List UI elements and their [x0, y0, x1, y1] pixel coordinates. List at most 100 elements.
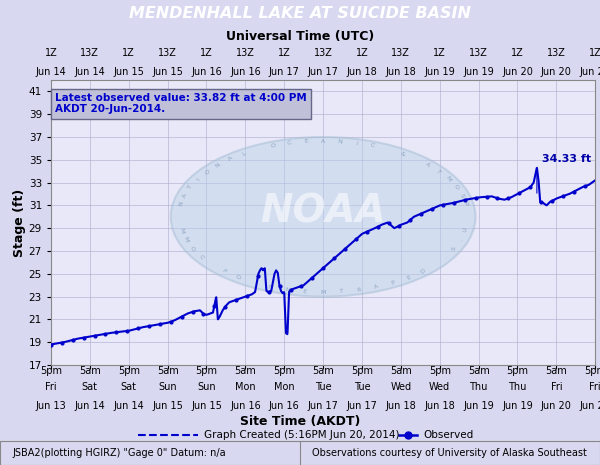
Text: C: C — [370, 143, 376, 149]
Text: 5am: 5am — [79, 366, 101, 377]
Text: Jun 18: Jun 18 — [385, 401, 416, 411]
Text: Universal Time (UTC): Universal Time (UTC) — [226, 30, 374, 43]
Text: T: T — [188, 184, 194, 190]
Text: O: O — [204, 168, 211, 175]
Text: Jun 17: Jun 17 — [308, 67, 338, 77]
Text: Jun 17: Jun 17 — [347, 401, 377, 411]
Text: A: A — [321, 139, 325, 144]
Text: T: T — [267, 284, 272, 290]
Text: L: L — [241, 151, 247, 157]
Text: 5am: 5am — [468, 366, 490, 377]
Text: M: M — [445, 175, 452, 183]
Text: A: A — [227, 156, 233, 162]
Text: Jun 13: Jun 13 — [35, 401, 67, 411]
Text: 5pm: 5pm — [584, 366, 600, 377]
Text: Jun 20: Jun 20 — [541, 401, 572, 411]
Text: Jun 20: Jun 20 — [502, 67, 533, 77]
Text: S: S — [458, 193, 464, 198]
Text: 5pm: 5pm — [273, 366, 295, 377]
Text: 13Z: 13Z — [236, 48, 255, 58]
Text: Jun 16: Jun 16 — [191, 67, 222, 77]
Y-axis label: Stage (ft): Stage (ft) — [13, 188, 26, 257]
Text: 13Z: 13Z — [391, 48, 410, 58]
Text: M: M — [182, 236, 188, 243]
Text: Observed: Observed — [423, 430, 473, 439]
Text: Jun 16: Jun 16 — [269, 401, 299, 411]
Text: 1Z: 1Z — [356, 48, 368, 58]
Text: 1Z: 1Z — [589, 48, 600, 58]
Text: E: E — [304, 139, 308, 145]
Text: M: M — [320, 290, 326, 295]
Text: 5pm: 5pm — [196, 366, 217, 377]
Text: Jun 15: Jun 15 — [152, 67, 183, 77]
Text: 5pm: 5pm — [40, 366, 62, 377]
Text: 5pm: 5pm — [351, 366, 373, 377]
Text: Tue: Tue — [315, 383, 331, 392]
Circle shape — [171, 137, 475, 297]
Text: A: A — [182, 193, 188, 198]
Text: 13Z: 13Z — [547, 48, 566, 58]
Text: C: C — [197, 253, 204, 260]
Text: 13Z: 13Z — [314, 48, 332, 58]
Text: N: N — [337, 139, 343, 145]
Text: JSBA2(plotting HGIRZ) "Gage 0" Datum: n/a: JSBA2(plotting HGIRZ) "Gage 0" Datum: n/… — [12, 448, 226, 458]
Text: Jun 15: Jun 15 — [191, 401, 222, 411]
Text: NOAA: NOAA — [260, 192, 386, 230]
Text: Jun 20: Jun 20 — [541, 67, 572, 77]
Text: Jun 18: Jun 18 — [347, 67, 377, 77]
Text: Fri: Fri — [45, 383, 57, 392]
Text: .: . — [443, 254, 448, 259]
Text: Jun 19: Jun 19 — [463, 401, 494, 411]
Text: Mon: Mon — [235, 383, 256, 392]
Text: .: . — [458, 238, 463, 241]
Text: Jun 14: Jun 14 — [35, 67, 67, 77]
Text: U: U — [462, 227, 468, 232]
Text: O: O — [452, 184, 459, 190]
Text: 1Z: 1Z — [200, 48, 213, 58]
Text: O: O — [188, 245, 195, 252]
Text: N: N — [178, 201, 184, 206]
Text: Sat: Sat — [121, 383, 137, 392]
Text: Fri: Fri — [589, 383, 600, 392]
Text: Fri: Fri — [551, 383, 562, 392]
Text: Jun 21: Jun 21 — [580, 67, 600, 77]
Text: Thu: Thu — [508, 383, 527, 392]
Text: O: O — [234, 274, 241, 281]
Text: F: F — [221, 268, 227, 274]
Text: T: T — [436, 169, 442, 175]
Text: 1Z: 1Z — [44, 48, 58, 58]
Text: 5am: 5am — [545, 366, 567, 377]
Text: Thu: Thu — [469, 383, 488, 392]
Text: C: C — [287, 140, 293, 146]
Text: 13Z: 13Z — [158, 48, 177, 58]
Text: Jun 14: Jun 14 — [74, 67, 105, 77]
Text: Mon: Mon — [274, 383, 295, 392]
Text: Sun: Sun — [158, 383, 177, 392]
Text: 1Z: 1Z — [122, 48, 135, 58]
Text: MENDENHALL LAKE AT SUICIDE BASIN: MENDENHALL LAKE AT SUICIDE BASIN — [129, 6, 471, 21]
Text: D: D — [419, 268, 426, 275]
Text: N: N — [215, 161, 221, 168]
Text: 5pm: 5pm — [506, 366, 529, 377]
Text: A: A — [425, 162, 431, 168]
Text: Jun 16: Jun 16 — [230, 401, 261, 411]
Text: 1Z: 1Z — [278, 48, 290, 58]
Text: Wed: Wed — [390, 383, 412, 392]
Text: 5am: 5am — [157, 366, 178, 377]
Text: 1Z: 1Z — [433, 48, 446, 58]
Text: O: O — [271, 143, 277, 149]
Text: 5pm: 5pm — [429, 366, 451, 377]
Text: I: I — [196, 177, 201, 181]
Text: Tue: Tue — [353, 383, 370, 392]
Text: 5am: 5am — [235, 366, 256, 377]
Text: 13Z: 13Z — [80, 48, 100, 58]
Text: Latest observed value: 33.82 ft at 4:00 PM
AKDT 20-Jun-2014.: Latest observed value: 33.82 ft at 4:00 … — [55, 93, 307, 114]
Text: 13Z: 13Z — [469, 48, 488, 58]
Text: Site Time (AKDT): Site Time (AKDT) — [240, 415, 360, 428]
Text: Jun 17: Jun 17 — [269, 67, 299, 77]
Text: 1Z: 1Z — [511, 48, 524, 58]
Text: Jun 18: Jun 18 — [385, 67, 416, 77]
Text: E: E — [406, 274, 412, 281]
Text: A: A — [374, 284, 380, 290]
Text: Jun 15: Jun 15 — [152, 401, 183, 411]
